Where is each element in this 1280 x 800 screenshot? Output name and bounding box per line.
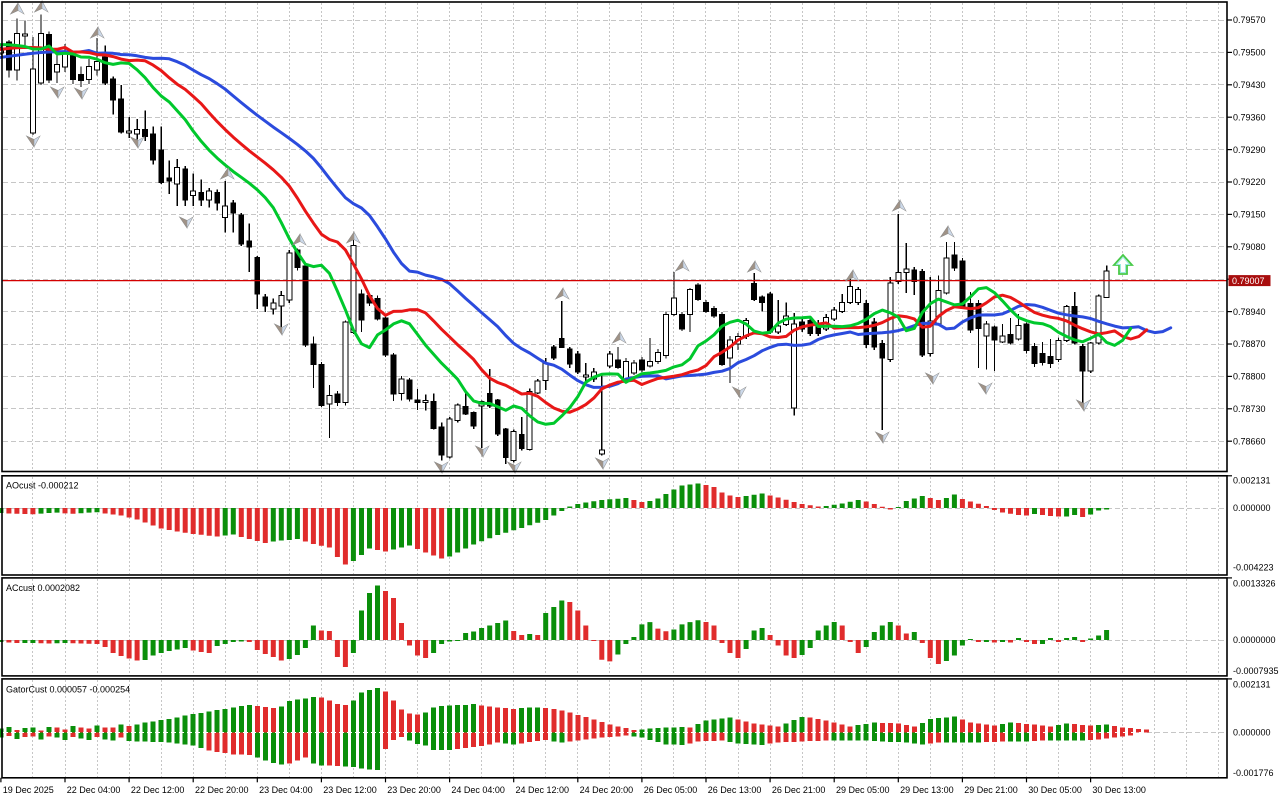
svg-text:0.79500: 0.79500 [1233,48,1266,58]
svg-text:23 Dec 12:00: 23 Dec 12:00 [323,785,377,795]
svg-text:26 Dec 05:00: 26 Dec 05:00 [644,785,698,795]
svg-text:0.0000000: 0.0000000 [1233,635,1276,645]
svg-text:23 Dec 20:00: 23 Dec 20:00 [387,785,441,795]
svg-text:0.78730: 0.78730 [1233,404,1266,414]
svg-text:29 Dec 13:00: 29 Dec 13:00 [900,785,954,795]
svg-text:0.79220: 0.79220 [1233,177,1266,187]
svg-text:ACcust 0.0002082: ACcust 0.0002082 [6,583,80,593]
svg-text:24 Dec 20:00: 24 Dec 20:00 [580,785,634,795]
svg-text:22 Dec 04:00: 22 Dec 04:00 [67,785,121,795]
svg-text:23 Dec 04:00: 23 Dec 04:00 [259,785,313,795]
svg-text:0.002131: 0.002131 [1233,680,1271,690]
svg-text:29 Dec 05:00: 29 Dec 05:00 [836,785,890,795]
svg-text:0.000000: 0.000000 [1233,503,1271,513]
svg-text:0.78660: 0.78660 [1233,436,1266,446]
svg-text:0.79150: 0.79150 [1233,210,1266,220]
svg-text:22 Dec 12:00: 22 Dec 12:00 [131,785,185,795]
svg-text:26 Dec 13:00: 26 Dec 13:00 [708,785,762,795]
svg-text:0.0013326: 0.0013326 [1233,579,1276,589]
svg-text:0.78940: 0.78940 [1233,307,1266,317]
svg-text:0.79007: 0.79007 [1232,276,1265,286]
svg-text:-0.0007935: -0.0007935 [1233,666,1279,676]
svg-text:19 Dec 2025: 19 Dec 2025 [3,785,54,795]
svg-text:0.78800: 0.78800 [1233,372,1266,382]
svg-text:0.002131: 0.002131 [1233,476,1271,486]
svg-text:0.79430: 0.79430 [1233,80,1266,90]
svg-text:-0.001776: -0.001776 [1233,768,1274,778]
svg-text:24 Dec 12:00: 24 Dec 12:00 [516,785,570,795]
svg-text:-0.004223: -0.004223 [1233,563,1274,573]
svg-text:22 Dec 20:00: 22 Dec 20:00 [195,785,249,795]
svg-text:0.79570: 0.79570 [1233,15,1266,25]
svg-text:30 Dec 05:00: 30 Dec 05:00 [1028,785,1082,795]
svg-text:0.78870: 0.78870 [1233,339,1266,349]
svg-text:AOcust -0.000212: AOcust -0.000212 [6,481,79,491]
svg-text:0.000000: 0.000000 [1233,728,1271,738]
svg-text:0.79080: 0.79080 [1233,242,1266,252]
svg-text:GatorCust 0.000057 -0.000254: GatorCust 0.000057 -0.000254 [6,685,130,695]
svg-text:24 Dec 04:00: 24 Dec 04:00 [451,785,505,795]
svg-text:0.79290: 0.79290 [1233,145,1266,155]
svg-text:29 Dec 21:00: 29 Dec 21:00 [964,785,1018,795]
svg-text:30 Dec 13:00: 30 Dec 13:00 [1092,785,1146,795]
svg-text:26 Dec 21:00: 26 Dec 21:00 [772,785,826,795]
svg-text:0.79360: 0.79360 [1233,112,1266,122]
